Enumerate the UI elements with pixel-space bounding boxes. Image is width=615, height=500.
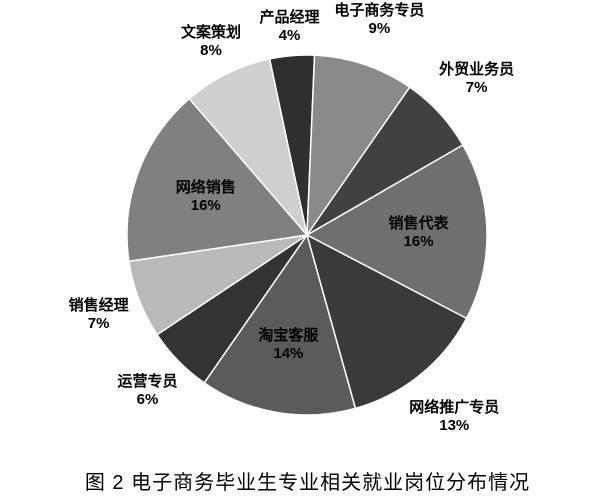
slice-name: 网络推广专员 bbox=[409, 399, 499, 417]
slice-percent: 4% bbox=[260, 27, 320, 45]
pie-slice-label: 运营专员6% bbox=[118, 373, 178, 409]
slice-name: 电子商务专员 bbox=[334, 2, 424, 20]
pie-slice-label: 电子商务专员9% bbox=[334, 2, 424, 38]
slice-percent: 6% bbox=[118, 391, 178, 409]
pie-slice-label: 销售经理7% bbox=[69, 297, 129, 333]
slice-name: 淘宝客服 bbox=[258, 327, 318, 345]
chart-caption: 图 2 电子商务毕业生专业相关就业岗位分布情况 bbox=[0, 460, 615, 495]
slice-name: 外贸业务员 bbox=[439, 61, 514, 79]
slice-name: 网络销售 bbox=[176, 179, 236, 197]
slice-name: 运营专员 bbox=[118, 373, 178, 391]
slice-name: 文案策划 bbox=[181, 24, 241, 42]
pie-slice-label: 文案策划8% bbox=[181, 24, 241, 60]
slice-percent: 13% bbox=[409, 417, 499, 435]
slice-name: 销售经理 bbox=[69, 297, 129, 315]
slice-percent: 16% bbox=[389, 233, 449, 251]
slice-percent: 14% bbox=[258, 345, 318, 363]
pie-chart: 产品经理4%电子商务专员9%外贸业务员7%销售代表16%网络推广专员13%淘宝客… bbox=[0, 0, 615, 460]
pie-slice-label: 网络推广专员13% bbox=[409, 399, 499, 435]
pie-slice-label: 销售代表16% bbox=[389, 215, 449, 251]
slice-percent: 9% bbox=[334, 20, 424, 38]
pie-slice-label: 外贸业务员7% bbox=[439, 61, 514, 97]
slice-name: 产品经理 bbox=[260, 9, 320, 27]
pie-svg bbox=[0, 0, 615, 460]
slice-percent: 16% bbox=[176, 197, 236, 215]
slice-percent: 7% bbox=[69, 315, 129, 333]
slice-percent: 7% bbox=[439, 79, 514, 97]
pie-slice-label: 淘宝客服14% bbox=[258, 327, 318, 363]
slice-name: 销售代表 bbox=[389, 215, 449, 233]
slice-percent: 8% bbox=[181, 42, 241, 60]
pie-slice-label: 产品经理4% bbox=[260, 9, 320, 45]
pie-slice-label: 网络销售16% bbox=[176, 179, 236, 215]
